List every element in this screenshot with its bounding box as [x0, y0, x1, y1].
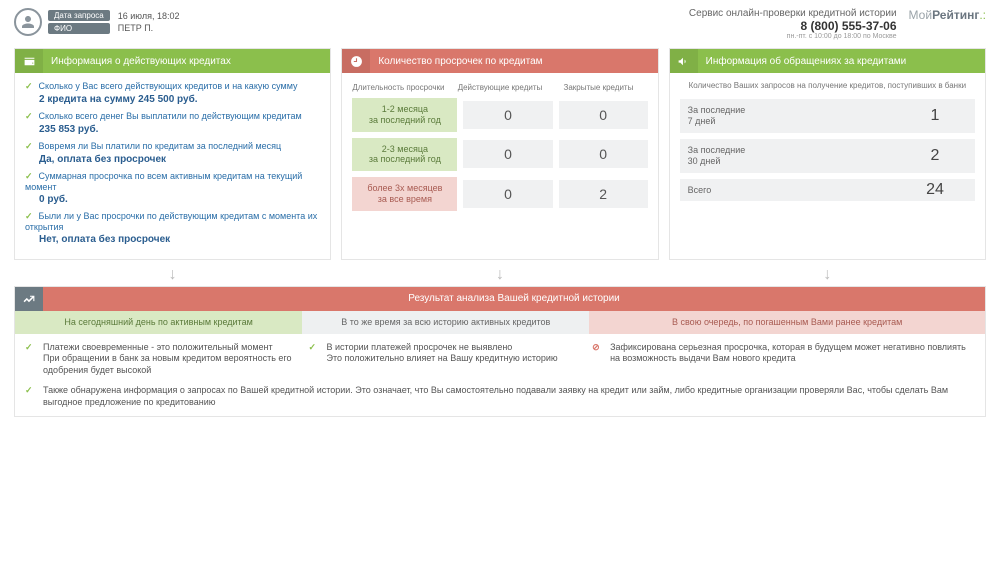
- q5: Были ли у Вас просрочки по действующим к…: [25, 211, 320, 232]
- q4: Суммарная просрочка по всем активным кре…: [25, 171, 320, 192]
- check-icon: ✓: [25, 342, 37, 377]
- request-date: 16 июля, 18:02: [118, 11, 180, 21]
- request-value: 24: [895, 181, 975, 199]
- user-name: ПЕТР П.: [118, 23, 180, 33]
- header-left: Дата запроса ФИО 16 июля, 18:02 ПЕТР П.: [14, 8, 179, 36]
- panel2-title: Количество просрочек по кредитам: [370, 56, 542, 67]
- delay-row: более 3х месяцев за все время02: [352, 177, 647, 211]
- arrows-row: ↓ ↓ ↓: [14, 266, 986, 284]
- arrow-down-icon: ↓: [14, 266, 331, 284]
- panel1-title: Информация о действующих кредитах: [43, 56, 231, 67]
- result-col2: ✓В истории платежей просрочек не выявлен…: [309, 342, 583, 381]
- service-title: Сервис онлайн-проверки кредитной истории: [689, 8, 897, 19]
- phone-number: 8 (800) 555-37-06: [800, 19, 896, 33]
- request-label: За последние30 дней: [680, 139, 895, 173]
- working-hours: пн.-пт. с 10:00 до 18:00 по Москве: [787, 33, 897, 40]
- request-row: Всего24: [680, 179, 975, 202]
- a3: Да, оплата без просрочек: [39, 154, 320, 165]
- cross-icon: ⊘: [592, 342, 604, 365]
- result-block: Результат анализа Вашей кредитной истори…: [14, 286, 986, 417]
- arrow-down-icon: ↓: [669, 266, 986, 284]
- q2: Сколько всего денег Вы выплатили по дейс…: [25, 111, 320, 122]
- result-title: Результат анализа Вашей кредитной истори…: [43, 287, 985, 311]
- delay-row: 1-2 месяца за последний год00: [352, 98, 647, 132]
- request-row: За последние30 дней2: [680, 139, 975, 173]
- a4: 0 руб.: [39, 194, 320, 205]
- result-col1: ✓Платежи своевременные - это положительн…: [25, 342, 299, 381]
- avatar: [14, 8, 42, 36]
- request-value: 1: [895, 107, 975, 125]
- wallet-icon: [15, 49, 43, 73]
- delay-label: 1-2 месяца за последний год: [352, 98, 457, 132]
- delay-active-value: 0: [463, 180, 552, 208]
- logo: МойРейтинг.:: [909, 8, 986, 22]
- delay-label: более 3х месяцев за все время: [352, 177, 457, 211]
- request-row: За последние7 дней1: [680, 99, 975, 133]
- q1: Сколько у Вас всего действующих кредитов…: [25, 81, 320, 92]
- arrow-down-icon: ↓: [341, 266, 658, 284]
- clock-icon: [342, 49, 370, 73]
- q3: Вовремя ли Вы платили по кредитам за пос…: [25, 141, 320, 152]
- date-tag: Дата запроса: [48, 10, 110, 21]
- delay-active-value: 0: [463, 101, 552, 129]
- panel-requests: Информация об обращениях за кредитами Ко…: [669, 48, 986, 260]
- name-tag: ФИО: [48, 23, 110, 34]
- chart-icon: [15, 287, 43, 311]
- delay-row: 2-3 месяца за последний год00: [352, 138, 647, 172]
- panel3-title: Информация об обращениях за кредитами: [698, 56, 907, 67]
- request-value: 2: [895, 147, 975, 165]
- result-footer: ✓ Также обнаружена информация о запросах…: [15, 385, 985, 416]
- request-label: За последние7 дней: [680, 99, 895, 133]
- panel-delays: Количество просрочек по кредитам Длитель…: [341, 48, 658, 260]
- a5: Нет, оплата без просрочек: [39, 234, 320, 245]
- result-sub1: На сегодняшний день по активным кредитам: [15, 311, 302, 334]
- result-col3: ⊘Зафиксирована серьезная просрочка, кото…: [592, 342, 975, 381]
- result-sub3: В свою очередь, по погашенным Вами ранее…: [589, 311, 985, 334]
- header: Дата запроса ФИО 16 июля, 18:02 ПЕТР П. …: [14, 8, 986, 40]
- panel3-subtitle: Количество Ваших запросов на получение к…: [680, 81, 975, 91]
- request-label: Всего: [680, 179, 895, 202]
- panel-active-credits: Информация о действующих кредитах Скольк…: [14, 48, 331, 260]
- result-sub2: В то же время за всю историю активных кр…: [302, 311, 589, 334]
- header-right: Сервис онлайн-проверки кредитной истории…: [689, 8, 986, 40]
- a1: 2 кредита на сумму 245 500 руб.: [39, 94, 320, 105]
- delay-closed-value: 0: [559, 101, 648, 129]
- check-icon: ✓: [309, 342, 321, 365]
- delay-closed-value: 2: [559, 180, 648, 208]
- delay-label: 2-3 месяца за последний год: [352, 138, 457, 172]
- a2: 235 853 руб.: [39, 124, 320, 135]
- check-icon: ✓: [25, 385, 37, 408]
- delay-closed-value: 0: [559, 140, 648, 168]
- megaphone-icon: [670, 49, 698, 73]
- delays-table-head: Длительность просрочки Действующие креди…: [352, 81, 647, 98]
- delay-active-value: 0: [463, 140, 552, 168]
